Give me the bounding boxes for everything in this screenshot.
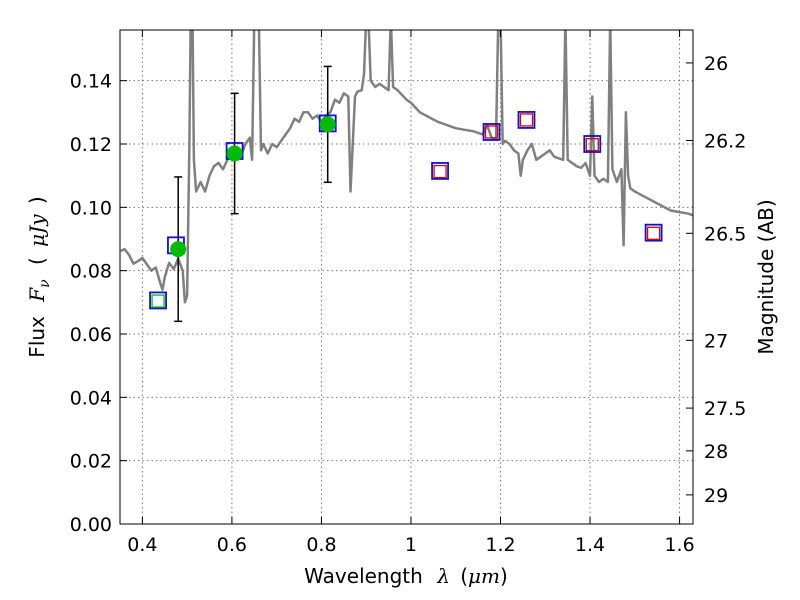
plot-background [120,30,693,524]
y-tick-label: 0.14 [70,71,112,93]
detection-point [319,116,336,133]
model-band-square [482,123,501,141]
y2-tick-label: 28 [704,441,728,463]
x-axis-title-text: Wavelength [304,564,423,588]
detection-point [226,145,243,162]
observed-square [151,294,165,308]
model-band-square [517,111,536,129]
y-tick-label: 0.10 [70,197,112,219]
y2-axis-title: Magnitude (AB) [754,199,778,354]
y-tick-label: 0.08 [70,261,112,283]
y-axis-left: 0.00 0.02 0.04 0.06 0.08 0.10 0.12 0.14 [70,71,127,536]
x-axis-unit-open: ( [460,564,468,588]
model-spectrum-line [120,30,693,304]
model-band-square [431,162,449,180]
observed-square [646,226,661,240]
observed-square [484,125,499,139]
y-tick-label: 0.12 [70,134,112,156]
y-axis-unit-close: ) [25,196,49,204]
y-axis-right: 26 26.2 26.5 27 27.5 28 29 [686,53,746,507]
x-tick-label: 1 [405,534,417,556]
y-tick-label: 0.02 [70,451,112,473]
x-tick-label: 1.6 [664,534,694,556]
observed-square [585,137,599,152]
y-axis-title-text: Flux [25,316,49,358]
y-axis-title: Flux Fν ( μJy ) [25,196,54,357]
y-axis-unit-open: ( [25,257,49,265]
x-tick-label: 0.8 [306,534,336,556]
model-band-square [644,223,663,242]
observed-square [519,113,534,127]
x-axis-unit-close: ) [500,564,508,588]
y-axis-unit: μJy [25,214,49,247]
y2-tick-label: 26.5 [704,223,746,245]
x-tick-label: 0.4 [127,534,157,556]
x-axis: 0.4 0.6 0.8 1 1.2 1.4 1.6 [127,30,695,556]
y-axis-symbol-subscript: ν [37,279,53,288]
model-band-square [149,291,167,310]
model-band-square [583,135,602,153]
y-tick-label: 0.06 [70,324,112,346]
x-tick-label: 1.2 [485,534,515,556]
detection-point [170,241,187,258]
y2-tick-label: 27.5 [704,398,746,420]
y2-tick-label: 26 [704,53,728,75]
x-tick-label: 1.4 [575,534,605,556]
y-tick-label: 0.04 [70,387,112,409]
y-tick-label: 0.00 [70,514,112,536]
plot-content [120,30,693,323]
y2-tick-label: 26.2 [704,131,746,153]
observed-square [433,164,447,179]
x-axis-symbol: λ [436,564,450,588]
grid-lines [120,30,693,525]
y2-tick-label: 29 [704,485,728,507]
x-axis-title: Wavelength λ (μm) [304,564,508,588]
y-axis-symbol: F [25,287,49,303]
x-tick-label: 0.6 [217,534,247,556]
plot-frame [119,29,694,525]
y2-tick-label: 27 [704,330,728,352]
x-axis-unit: μm [468,564,500,588]
